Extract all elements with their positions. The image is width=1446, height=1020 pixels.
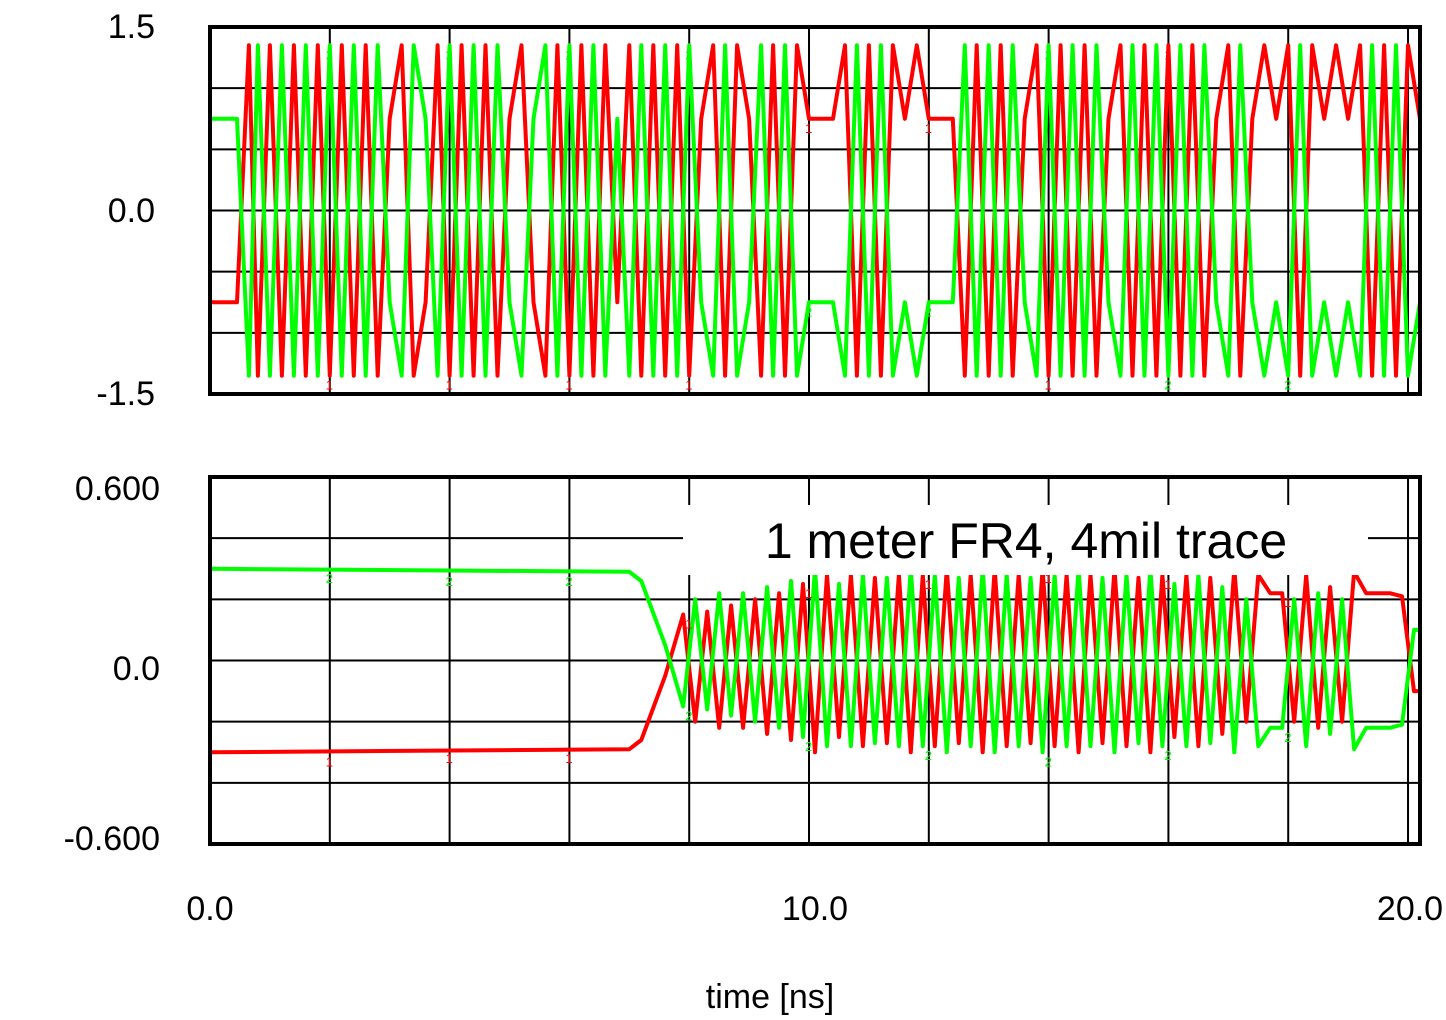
series-2-marker: 2: [1164, 378, 1171, 393]
series-2-marker: 2: [805, 739, 812, 754]
series-1-marker: 1: [565, 378, 572, 393]
top-plot: 1 1 1 1 1 1 1 1 1 2 2 2 2 2 2 2 2 2 1.5 0.0 -1.5: [96, 8, 1422, 413]
series-2-line: [209, 566, 1420, 755]
series-2-marker: 2: [1045, 754, 1052, 769]
xtick-start: 0.0: [186, 890, 233, 928]
series-1-marker: 1: [1164, 47, 1171, 62]
series-1-marker: 1: [1164, 577, 1171, 592]
bottom-markers: 1 1 1 1 1 1 1 1 1 2 2 2 2 2 2 2 2 2: [326, 571, 1292, 770]
series-2-marker: 2: [446, 574, 453, 589]
series-1-marker: 1: [685, 617, 692, 632]
series-1-marker: 1: [685, 378, 692, 393]
series-1-line: [210, 43, 1422, 378]
series-1-marker: 1: [925, 121, 932, 136]
series-2-marker: 2: [565, 574, 572, 589]
series-1-marker: 1: [446, 378, 453, 393]
series-1-marker: 1: [805, 586, 812, 601]
series-2-marker: 2: [565, 47, 572, 62]
series-1-marker: 1: [925, 577, 932, 592]
series-1-marker: 1: [1284, 595, 1291, 610]
series-2-marker: 2: [685, 708, 692, 723]
series-1-marker: 1: [326, 378, 333, 393]
chart-annotation: 1 meter FR4, 4mil trace: [765, 513, 1287, 569]
series-2-marker: 2: [446, 47, 453, 62]
annotation-background: [683, 505, 1368, 575]
series-2-marker: 2: [326, 47, 333, 62]
top-plot-frame: [208, 25, 1422, 396]
x-axis-label: time [ns]: [706, 978, 834, 1016]
top-ytick-top: 1.5: [108, 8, 155, 46]
series-1-marker: 1: [805, 121, 812, 136]
bottom-series: [209, 566, 1420, 755]
series-1-line: [209, 566, 1420, 755]
top-markers: 1 1 1 1 1 1 1 1 1 2 2 2 2 2 2 2 2 2: [326, 47, 1292, 392]
series-2-line: [210, 43, 1422, 378]
xtick-end: 20.0: [1377, 890, 1443, 928]
bottom-ytick-top: 0.600: [75, 470, 160, 508]
bottom-plot-frame: [208, 475, 1422, 846]
series-2-marker: 2: [1284, 730, 1291, 745]
top-ytick-bottom: -1.5: [96, 375, 155, 413]
bottom-plot: 1 1 1 1 1 1 1 1 1 2 2 2 2 2 2 2 2 2 1 meter FR4, 4mil tra…: [64, 470, 1444, 1016]
series-1-marker: 1: [565, 751, 572, 766]
series-2-marker: 2: [925, 748, 932, 763]
series-2-marker: 2: [685, 47, 692, 62]
series-1-marker: 1: [1045, 378, 1052, 393]
bottom-ytick-bottom: -0.600: [64, 820, 160, 858]
series-2-marker: 2: [1284, 378, 1291, 393]
xtick-mid: 10.0: [782, 890, 848, 928]
series-1-marker: 1: [1045, 571, 1052, 586]
series-2-marker: 2: [326, 571, 333, 586]
series-2-marker: 2: [925, 304, 932, 319]
series-2-marker: 2: [1045, 47, 1052, 62]
series-2-marker: 2: [805, 304, 812, 319]
series-1-marker: 1: [326, 754, 333, 769]
series-2-marker: 2: [1164, 748, 1171, 763]
bottom-ytick-mid: 0.0: [113, 650, 160, 688]
series-1-marker: 1: [1284, 47, 1291, 62]
top-ytick-mid: 0.0: [108, 192, 155, 230]
top-series: [210, 43, 1422, 378]
series-1-marker: 1: [446, 751, 453, 766]
